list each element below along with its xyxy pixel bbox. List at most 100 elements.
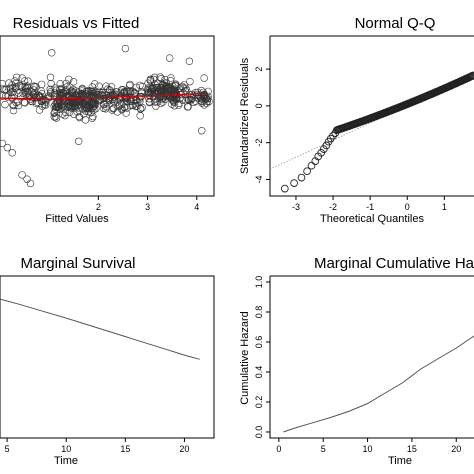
residual-point: [129, 87, 137, 96]
residual-point: [31, 94, 39, 102]
residual-point: [98, 92, 106, 100]
residual-point: [19, 89, 27, 98]
residual-point: [183, 95, 192, 103]
hazard-plot-frame: [269, 275, 474, 439]
residual-point: [69, 85, 78, 94]
residual-point: [13, 73, 21, 82]
y-tick-label: 0.0: [254, 426, 264, 439]
qq-points: [280, 71, 474, 193]
residual-point: [87, 101, 96, 110]
residual-point: [58, 110, 67, 118]
residual-point: [59, 102, 68, 111]
residual-point: [109, 104, 117, 113]
residual-point: [9, 106, 18, 115]
residual-point: [75, 112, 83, 121]
x-tick-label: 4: [194, 202, 199, 212]
residual-point: [109, 95, 117, 103]
survival-plot-frame: [0, 275, 215, 439]
residual-point: [3, 93, 12, 101]
qq-point: [303, 167, 311, 176]
residual-point: [81, 116, 90, 124]
residual-point: [1, 100, 9, 109]
residual-point: [166, 54, 174, 62]
residual-point: [65, 75, 73, 84]
residual-point: [7, 88, 15, 97]
residual-point: [167, 74, 175, 82]
residual-point: [87, 87, 96, 96]
residual-point: [82, 87, 91, 96]
residual-point: [74, 137, 83, 146]
residual-point: [56, 92, 64, 101]
residual-point: [190, 98, 198, 107]
marginal-survival-panel: Marginal Survival 5 10 15 20 Time: [0, 255, 215, 467]
residual-point: [121, 44, 130, 53]
residual-point: [113, 98, 122, 106]
qq-point: [329, 131, 337, 140]
residual-point: [35, 106, 44, 114]
qq-plot-frame: [269, 35, 474, 197]
residuals-vs-fitted-panel: Residuals vs Fitted 2 3 4 Fitted Values: [0, 15, 215, 225]
residual-point: [167, 84, 176, 93]
residual-point: [204, 94, 212, 103]
residual-point: [95, 82, 103, 90]
residual-point: [161, 85, 169, 93]
residual-point: [22, 90, 30, 99]
residual-point: [28, 97, 36, 106]
residual-point: [20, 77, 29, 85]
residual-point: [149, 92, 158, 101]
x-tick-label: 10: [363, 444, 373, 454]
residual-point: [53, 103, 61, 111]
residual-point: [35, 93, 44, 101]
qq-y-label: Standardized Residuals: [239, 57, 251, 174]
residual-point: [144, 79, 152, 87]
x-tick-label: 5: [5, 444, 10, 454]
residual-point: [154, 87, 162, 95]
residual-point: [138, 82, 147, 91]
residuals-points: [0, 44, 213, 188]
residual-point: [151, 98, 159, 106]
residual-point: [125, 87, 133, 95]
residual-point: [146, 75, 155, 84]
residual-point: [6, 85, 15, 93]
residual-point: [103, 85, 112, 93]
residual-point: [100, 100, 108, 109]
residual-point: [52, 114, 61, 122]
residual-point: [167, 88, 175, 97]
residual-point: [56, 79, 64, 88]
residual-point: [131, 100, 139, 108]
residual-point: [50, 113, 58, 121]
residual-point: [118, 106, 126, 114]
residuals-plot-frame: [0, 35, 215, 197]
residual-point: [0, 84, 6, 93]
x-tick-label: 2: [96, 202, 101, 212]
residual-point: [148, 89, 157, 98]
residual-point: [129, 101, 137, 110]
residual-point: [50, 108, 59, 116]
survival-x-axis: 5 10 15 20: [5, 438, 189, 454]
x-tick-label: 20: [179, 444, 189, 454]
residual-point: [151, 87, 159, 95]
residual-point: [80, 99, 89, 108]
residual-point: [185, 57, 194, 65]
cumulative-hazard-curve: [283, 335, 474, 433]
residuals-vs-fitted-title: Residuals vs Fitted: [13, 15, 140, 32]
residual-point: [179, 88, 187, 97]
residual-point: [94, 91, 103, 99]
cumulative-hazard-title: Marginal Cumulative Ha: [314, 255, 474, 272]
y-tick-label: 0.4: [254, 366, 264, 379]
residual-point: [0, 92, 7, 100]
residual-point: [70, 102, 79, 111]
survival-x-label: Time: [54, 455, 78, 467]
residual-point: [198, 99, 206, 107]
x-tick-label: 3: [145, 202, 150, 212]
residual-point: [162, 79, 171, 87]
residual-point: [180, 81, 188, 89]
residual-point: [122, 94, 131, 102]
residual-point: [61, 111, 69, 120]
residual-point: [2, 85, 10, 94]
residual-point: [46, 73, 55, 82]
marginal-cumulative-hazard-panel: Marginal Cumulative Ha 0 5 10 15 20 0.00.20.…: [239, 255, 474, 467]
normal-qq-panel: Normal Q-Q -3 -2 -1 0 1 -4 -2 0 2 Theoretical Q…: [239, 15, 474, 225]
qq-point: [297, 173, 306, 182]
